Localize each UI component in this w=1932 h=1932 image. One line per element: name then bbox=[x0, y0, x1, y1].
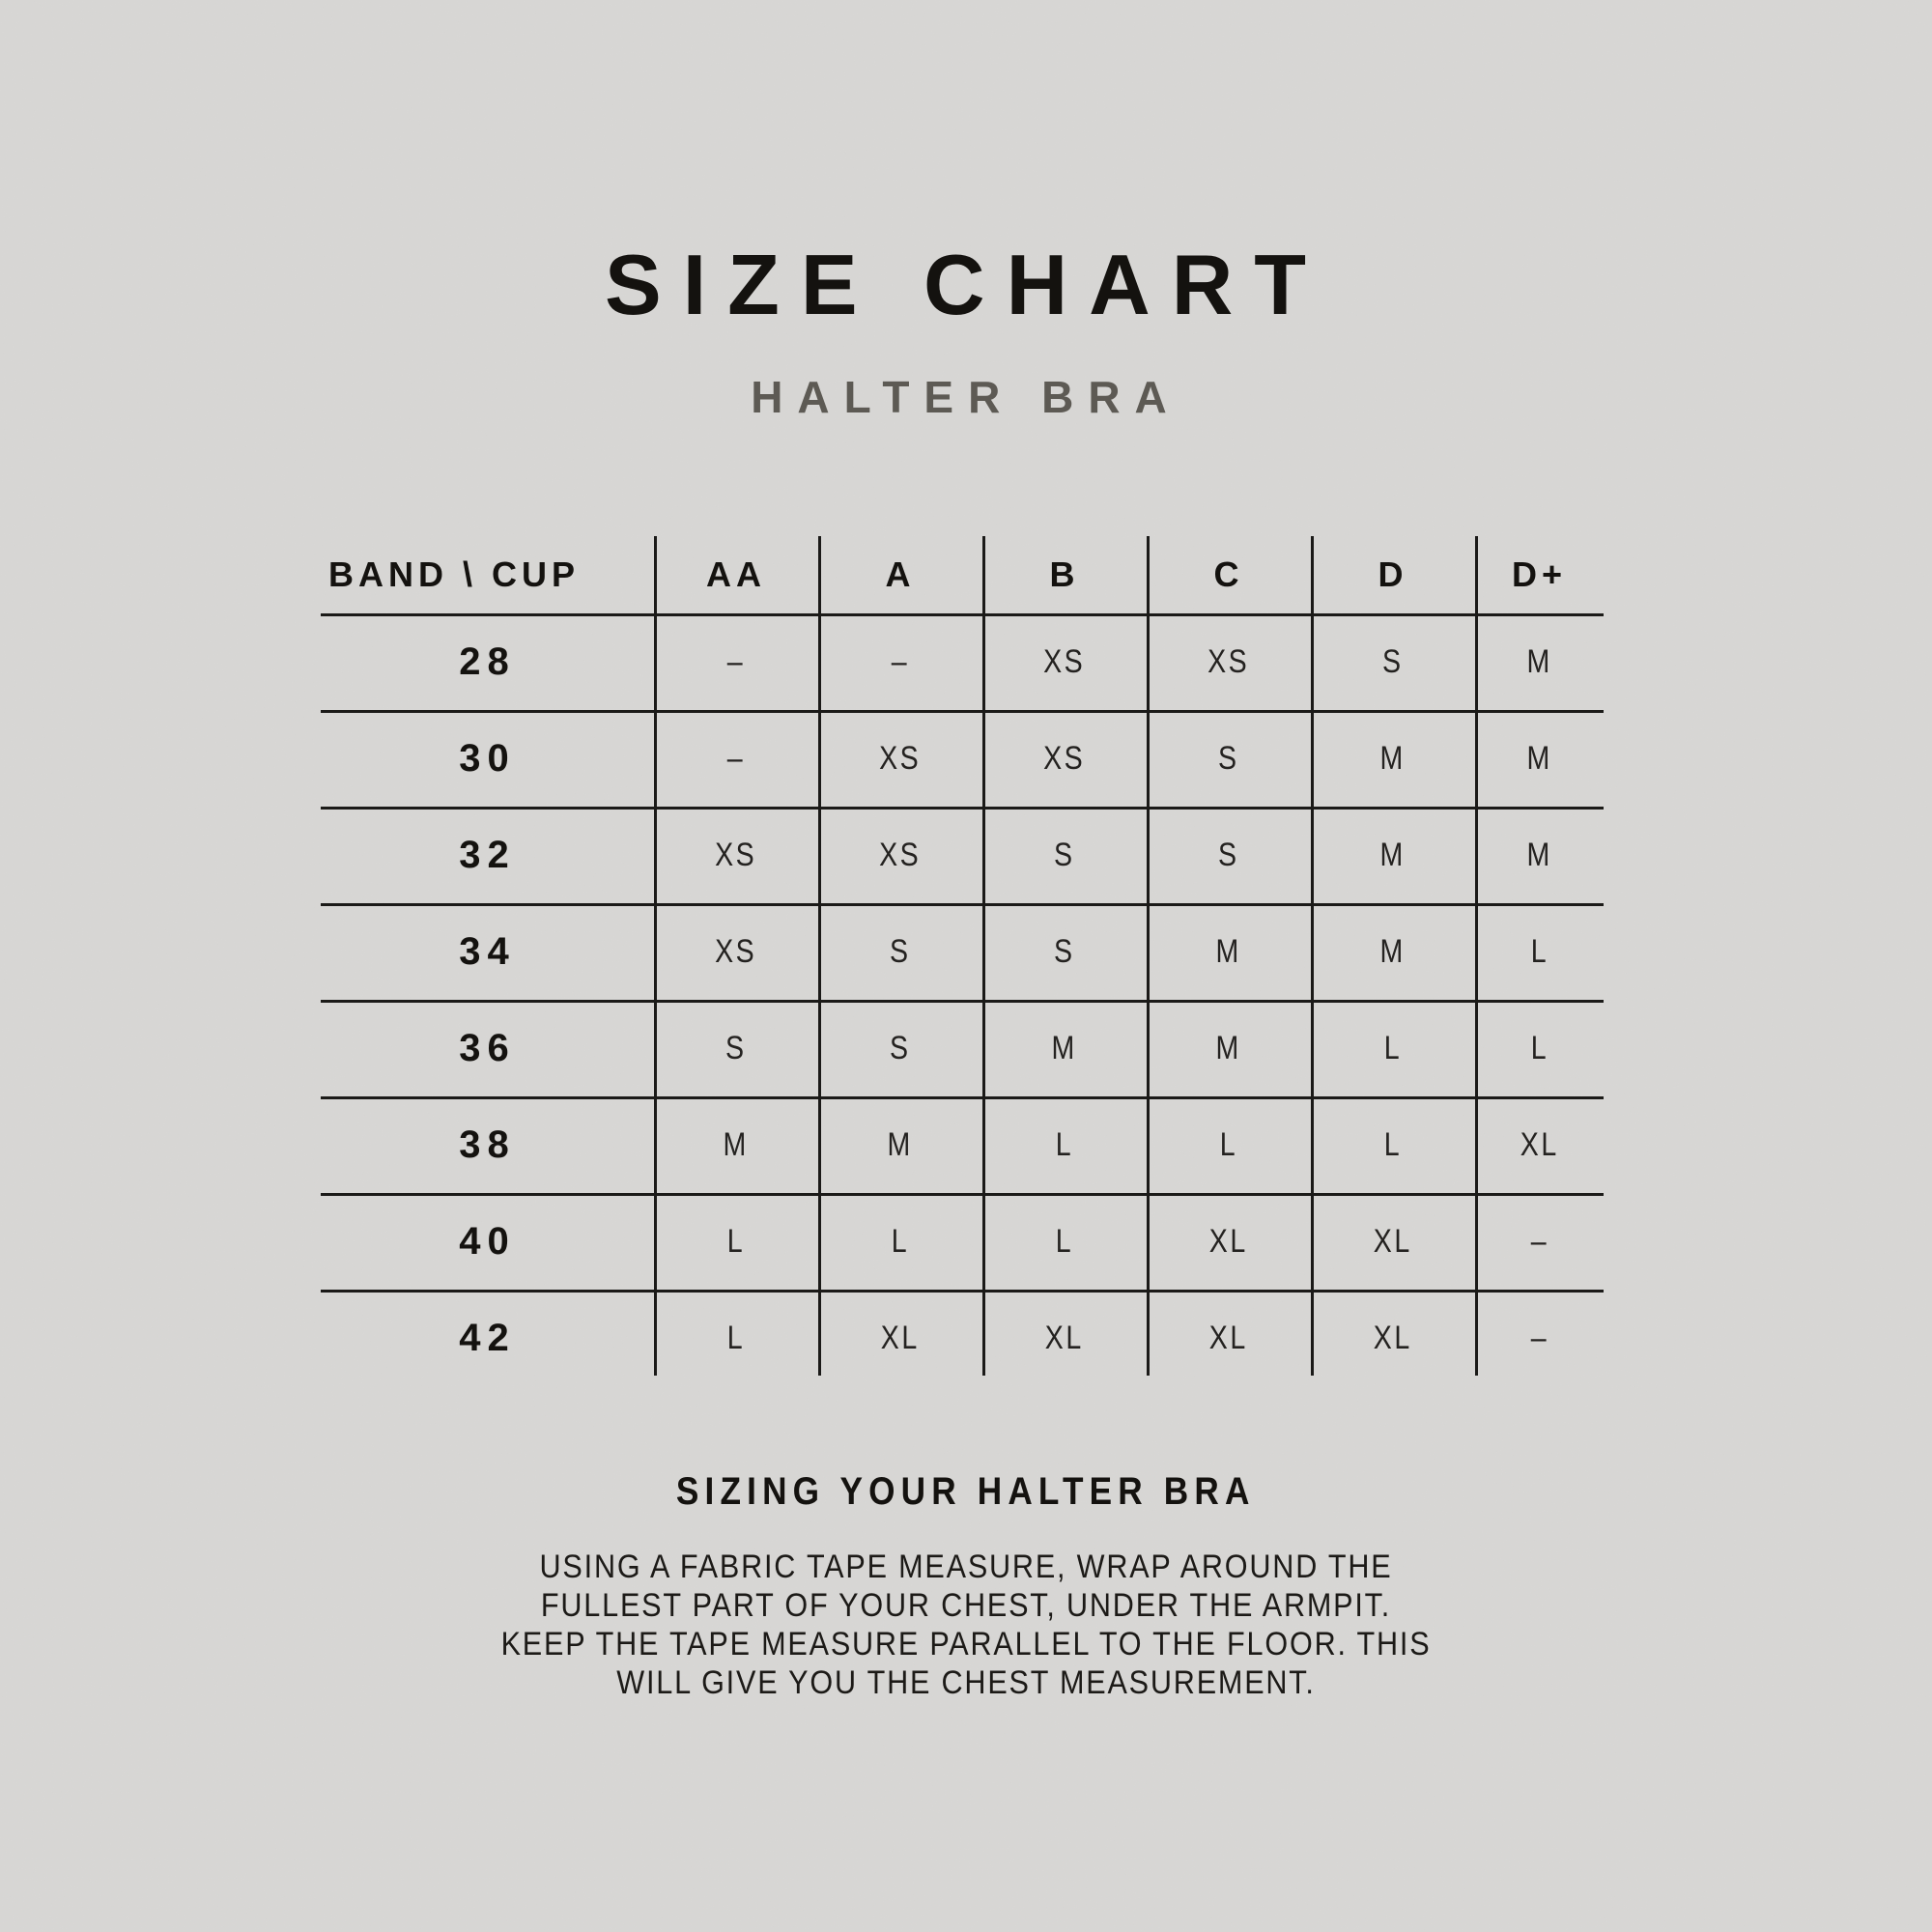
sizing-guide-line: WILL GIVE YOU THE CHEST MEASUREMENT. bbox=[616, 1664, 1316, 1701]
size-cell: XS bbox=[1208, 642, 1250, 680]
column-header-d-plus: D+ bbox=[1511, 554, 1568, 594]
size-cell: M bbox=[723, 1125, 750, 1163]
size-cell: XS bbox=[879, 836, 922, 873]
size-cell: L bbox=[1055, 1125, 1074, 1163]
size-cell: XL bbox=[1045, 1319, 1084, 1356]
size-cell: M bbox=[1379, 932, 1406, 970]
size-cell: XL bbox=[1209, 1222, 1248, 1260]
size-cell: XS bbox=[715, 836, 757, 873]
size-cell: L bbox=[1383, 1029, 1403, 1066]
column-header-aa: AA bbox=[706, 554, 766, 594]
size-cell: M bbox=[1526, 836, 1552, 873]
sizing-guide-heading: SIZING YOUR HALTER BRA bbox=[676, 1470, 1256, 1513]
size-cell: XS bbox=[1043, 739, 1086, 777]
size-cell: L bbox=[1530, 1029, 1548, 1066]
column-header-d: D bbox=[1378, 554, 1408, 594]
band-row-label: 36 bbox=[459, 1026, 516, 1069]
size-cell: S bbox=[890, 932, 911, 970]
band-row-label: 28 bbox=[459, 639, 516, 683]
product-subtitle: HALTER BRA bbox=[751, 372, 1181, 422]
band-row-label: 42 bbox=[459, 1316, 516, 1359]
size-cell: S bbox=[1054, 932, 1075, 970]
size-cell: XL bbox=[1520, 1125, 1559, 1163]
size-cell: M bbox=[1051, 1029, 1078, 1066]
size-cell: M bbox=[1526, 739, 1552, 777]
column-header-band-cup: BAND \ CUP bbox=[328, 554, 581, 594]
column-header-a: A bbox=[885, 554, 916, 594]
size-cell: XL bbox=[1209, 1319, 1248, 1356]
size-cell: M bbox=[1379, 739, 1406, 777]
size-cell: L bbox=[726, 1319, 746, 1356]
size-cell: XS bbox=[1043, 642, 1086, 680]
band-row-label: 38 bbox=[459, 1122, 516, 1166]
size-table: BAND \ CUP AA A B C D D+ 28 – – XS XS S … bbox=[321, 536, 1604, 1386]
band-row-label: 40 bbox=[459, 1219, 516, 1263]
size-cell: S bbox=[725, 1029, 747, 1066]
size-cell: L bbox=[1219, 1125, 1238, 1163]
size-cell: M bbox=[1215, 932, 1242, 970]
sizing-guide-text: USING A FABRIC TAPE MEASURE, WRAP AROUND… bbox=[0, 1548, 1932, 1702]
size-cell: XS bbox=[715, 932, 757, 970]
size-cell: M bbox=[1526, 642, 1552, 680]
band-row-label: 30 bbox=[459, 736, 516, 780]
size-cell: XL bbox=[1374, 1222, 1412, 1260]
band-row-label: 32 bbox=[459, 833, 516, 876]
size-cell: S bbox=[1218, 836, 1239, 873]
size-cell: M bbox=[1379, 836, 1406, 873]
size-cell: S bbox=[1218, 739, 1239, 777]
size-cell: S bbox=[890, 1029, 911, 1066]
size-cell: – bbox=[1530, 1222, 1548, 1260]
size-cell: – bbox=[726, 739, 746, 777]
size-cell: XL bbox=[881, 1319, 920, 1356]
page-title: SIZE CHART bbox=[605, 237, 1327, 332]
band-row-label: 34 bbox=[459, 929, 516, 973]
size-cell: – bbox=[1530, 1319, 1548, 1356]
size-cell: – bbox=[726, 642, 746, 680]
size-cell: – bbox=[891, 642, 910, 680]
size-cell: L bbox=[1055, 1222, 1074, 1260]
size-cell: XL bbox=[1374, 1319, 1412, 1356]
sizing-guide-line: KEEP THE TAPE MEASURE PARALLEL TO THE FL… bbox=[500, 1626, 1432, 1662]
size-cell: M bbox=[887, 1125, 914, 1163]
size-cell: L bbox=[891, 1222, 910, 1260]
size-cell: L bbox=[726, 1222, 746, 1260]
column-header-c: C bbox=[1213, 554, 1244, 594]
size-cell: L bbox=[1530, 932, 1548, 970]
size-cell: S bbox=[1054, 836, 1075, 873]
sizing-guide-line: USING A FABRIC TAPE MEASURE, WRAP AROUND… bbox=[539, 1548, 1393, 1585]
size-cell: XS bbox=[879, 739, 922, 777]
size-table-grid: BAND \ CUP AA A B C D D+ 28 – – XS XS S … bbox=[321, 536, 1604, 1386]
size-cell: M bbox=[1215, 1029, 1242, 1066]
sizing-guide-line: FULLEST PART OF YOUR CHEST, UNDER THE AR… bbox=[540, 1587, 1392, 1624]
size-cell: L bbox=[1383, 1125, 1403, 1163]
size-cell: S bbox=[1382, 642, 1404, 680]
column-header-b: B bbox=[1049, 554, 1080, 594]
